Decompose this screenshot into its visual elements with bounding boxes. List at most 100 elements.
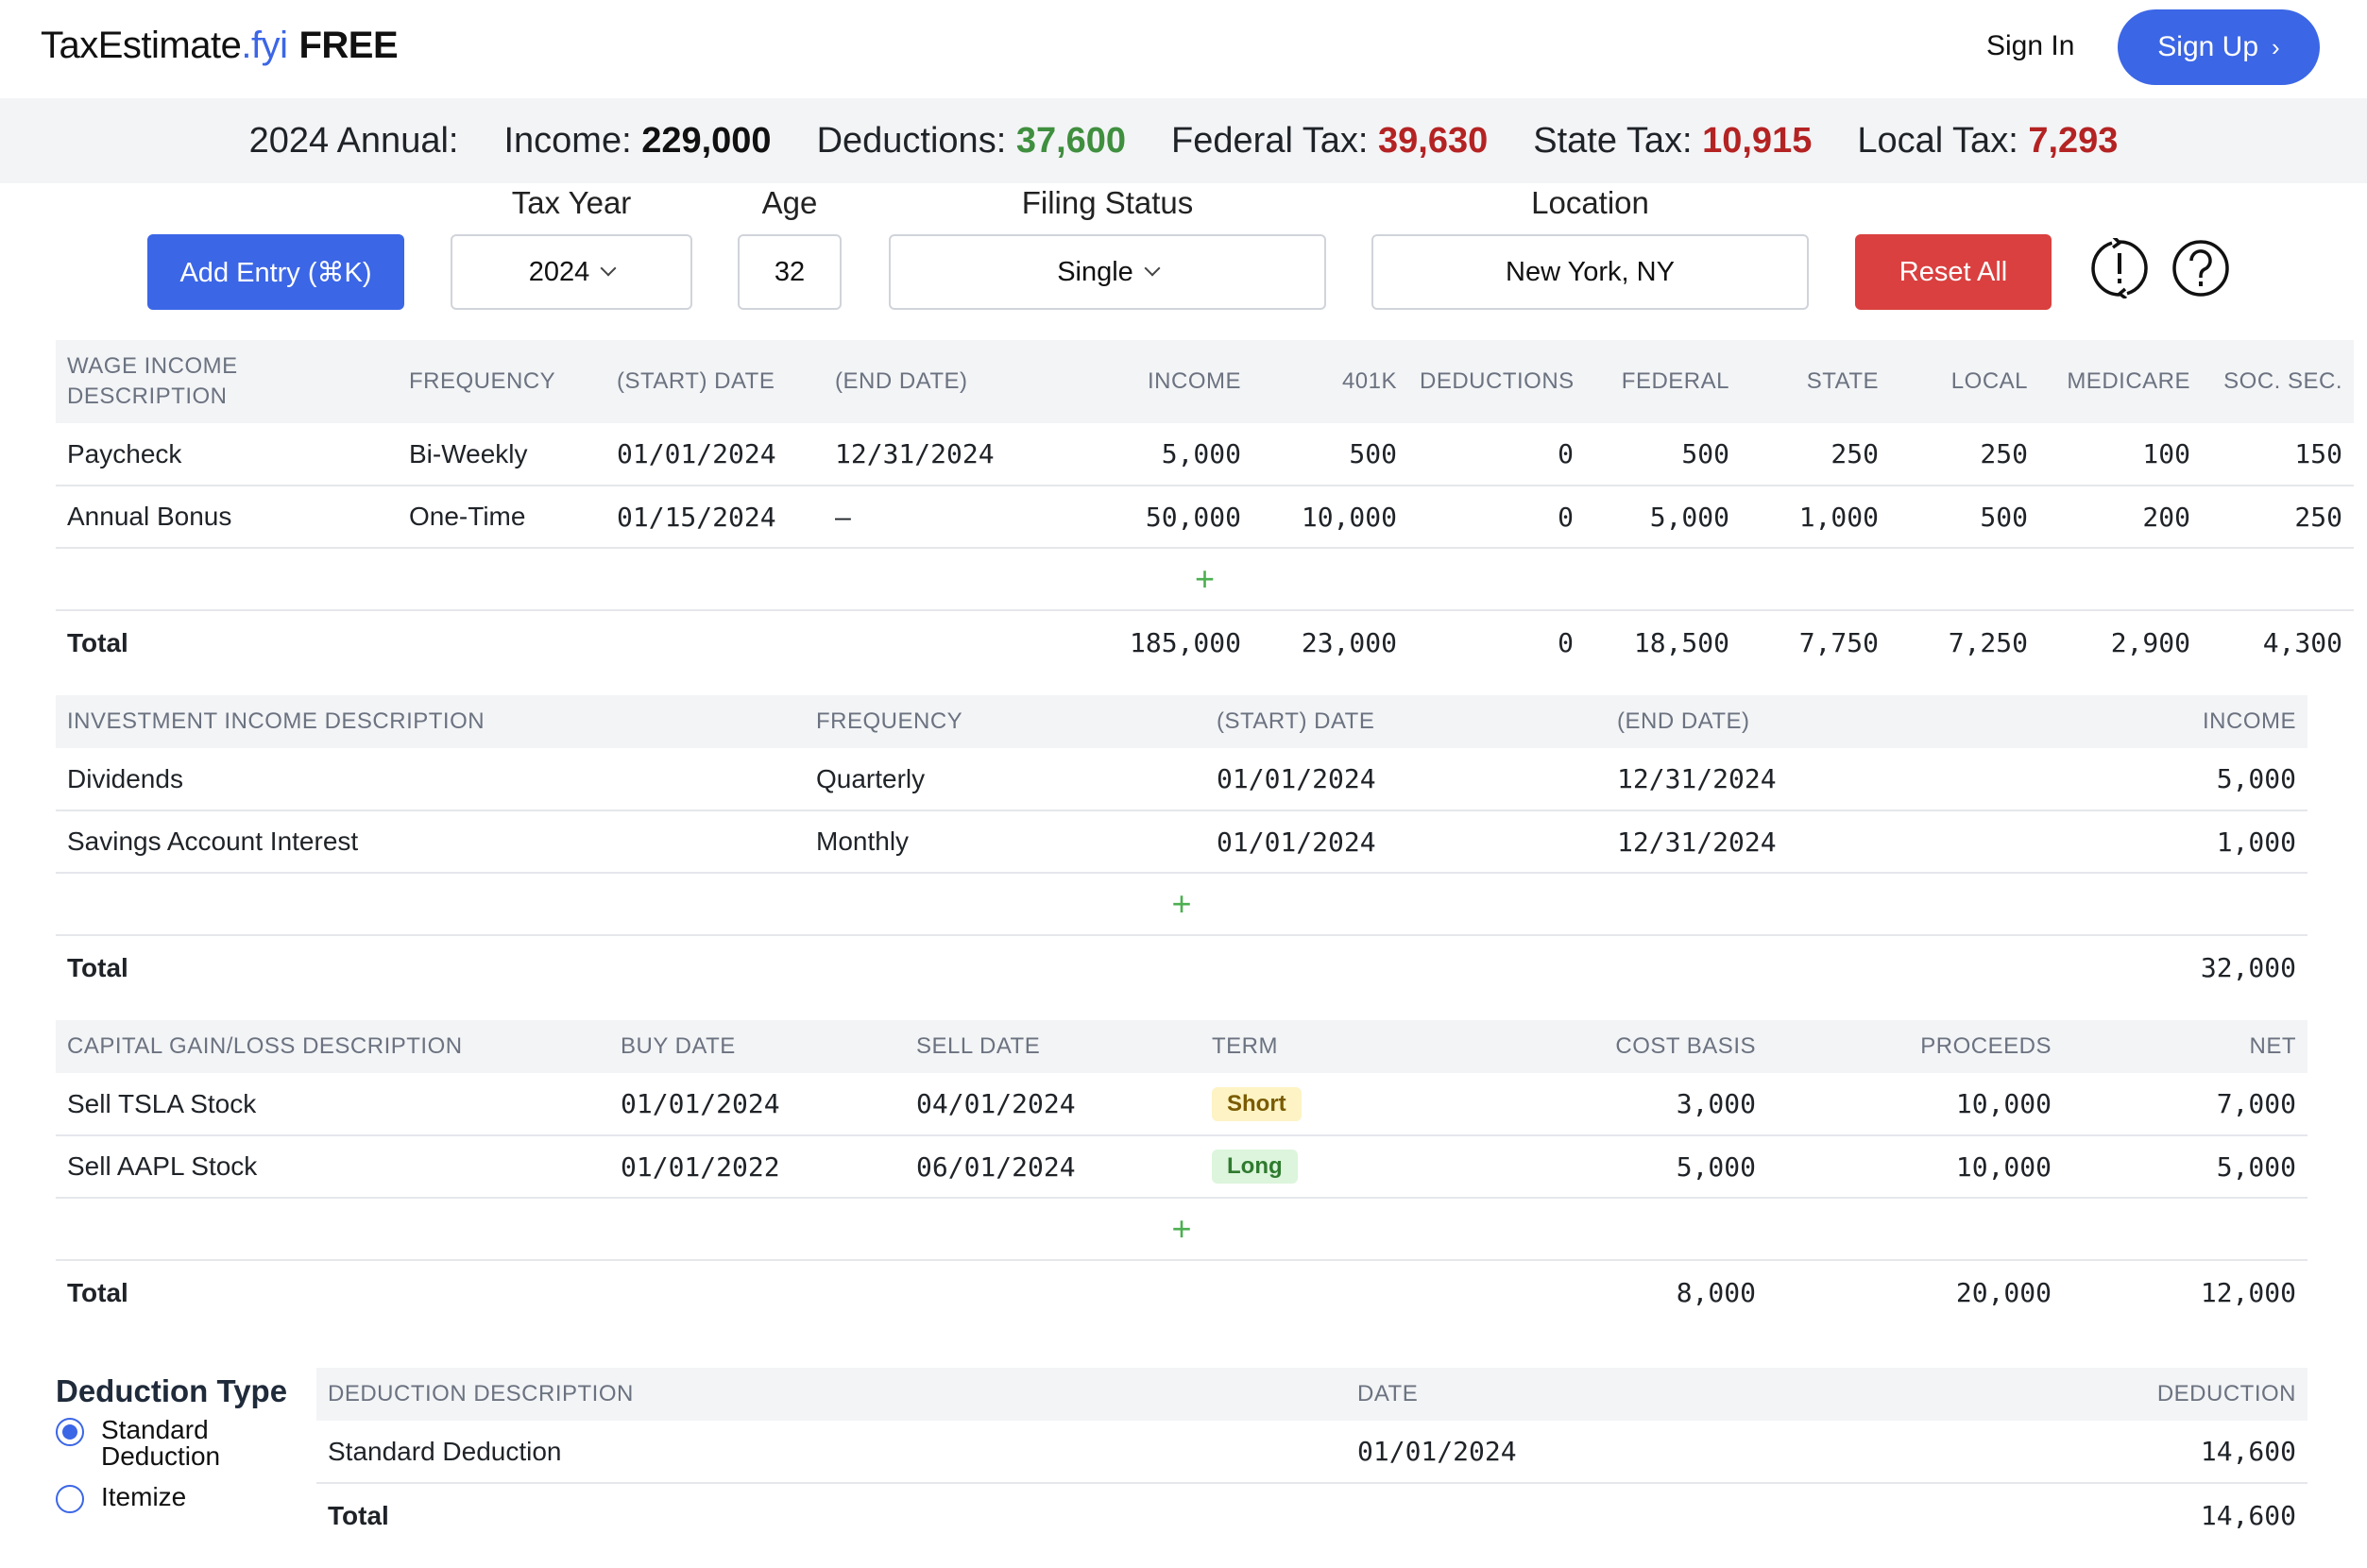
table-row[interactable]: Dividends Quarterly 01/01/2024 12/31/202… [56, 748, 2307, 811]
investment-description: Dividends [56, 748, 805, 811]
deductions-label: Deductions: [816, 120, 1007, 161]
column-header[interactable]: MEDICARE [2039, 340, 2202, 423]
column-header[interactable]: INCOME [1043, 340, 1252, 423]
table-header-row: INVESTMENT INCOME DESCRIPTION FREQUENCY … [56, 695, 2307, 748]
table-header-row: WAGE INCOME DESCRIPTION FREQUENCY (START… [56, 340, 2354, 423]
standard-label-line2: Deduction [101, 1441, 221, 1471]
top-bar: TaxEstimate.fyi FREE Sign In Sign Up › [0, 0, 2367, 98]
radio-icon[interactable] [56, 1485, 84, 1513]
total-state: 7,750 [1798, 627, 1879, 658]
column-header[interactable]: DEDUCTION DESCRIPTION [316, 1368, 1346, 1421]
column-header[interactable]: INCOME [2006, 695, 2307, 748]
location-value: New York, NY [1506, 256, 1675, 287]
tax-year-select[interactable]: 2024 [451, 234, 692, 310]
column-header[interactable]: INVESTMENT INCOME DESCRIPTION [56, 695, 805, 748]
wage-start-date: 01/01/2024 [605, 423, 824, 486]
refresh-alert-icon[interactable] [2089, 235, 2150, 300]
column-header[interactable]: DEDUCTION [1913, 1368, 2307, 1421]
investment-frequency: Monthly [805, 810, 1205, 874]
table-row[interactable]: Sell AAPL Stock 01/01/2022 06/01/2024 Lo… [56, 1135, 2307, 1199]
column-header[interactable]: (START) DATE [605, 340, 824, 423]
column-header[interactable]: DEDUCTIONS [1408, 340, 1585, 423]
total-row: Total 14,600 [316, 1483, 2307, 1547]
wage-local: 250 [1890, 423, 2039, 486]
wage-income-table: WAGE INCOME DESCRIPTION FREQUENCY (START… [56, 340, 2354, 674]
table-row[interactable]: Standard Deduction 01/01/2024 14,600 [316, 1421, 2307, 1484]
table-row[interactable]: Sell TSLA Stock 01/01/2024 04/01/2024 Sh… [56, 1073, 2307, 1136]
standard-deduction-label: Standard Deduction [101, 1417, 220, 1470]
age-value: 32 [774, 256, 806, 287]
wage-local: 500 [1890, 486, 2039, 549]
plus-icon[interactable]: + [56, 548, 2354, 611]
column-header[interactable]: BUY DATE [609, 1020, 905, 1073]
sign-in-link[interactable]: Sign In [1986, 30, 2075, 61]
total-label: Total [67, 627, 128, 657]
column-header[interactable]: PROCEEDS [1767, 1020, 2063, 1073]
investment-start-date: 01/01/2024 [1205, 810, 1606, 874]
column-header[interactable]: FREQUENCY [398, 340, 605, 423]
column-header[interactable]: FREQUENCY [805, 695, 1205, 748]
total-net: 12,000 [2200, 1277, 2296, 1308]
wage-frequency: One-Time [398, 486, 605, 549]
plus-icon[interactable]: + [56, 873, 2307, 936]
wage-description: Annual Bonus [56, 486, 398, 549]
deduction-description: Standard Deduction [316, 1421, 1346, 1484]
help-icon[interactable] [2171, 238, 2231, 298]
annual-summary-bar: 2024 Annual: Income: 229,000 Deductions:… [0, 98, 2367, 183]
reset-all-button[interactable]: Reset All [1855, 234, 2052, 310]
deduction-table: DEDUCTION DESCRIPTION DATE DEDUCTION Sta… [316, 1368, 2307, 1547]
table-header-row: DEDUCTION DESCRIPTION DATE DEDUCTION [316, 1368, 2307, 1421]
wage-income: 5,000 [1043, 423, 1252, 486]
add-investment-row[interactable]: + [56, 873, 2307, 936]
column-header[interactable]: WAGE INCOME DESCRIPTION [56, 340, 398, 423]
add-wage-row[interactable]: + [56, 548, 2354, 611]
column-header[interactable]: (START) DATE [1205, 695, 1606, 748]
location-input[interactable]: New York, NY [1371, 234, 1809, 310]
total-proceeds: 20,000 [1955, 1277, 2052, 1308]
brand-logo[interactable]: TaxEstimate.fyi FREE [41, 25, 399, 67]
itemize-option[interactable]: Itemize [56, 1484, 186, 1513]
filing-status-select[interactable]: Single [889, 234, 1326, 310]
deduction-date: 01/01/2024 [1346, 1421, 1913, 1484]
column-header[interactable]: NET [2063, 1020, 2307, 1073]
summary-local-tax: Local Tax: 7,293 [1857, 121, 2118, 162]
add-entry-button[interactable]: Add Entry (⌘K) [147, 234, 404, 310]
table-row[interactable]: Savings Account Interest Monthly 01/01/2… [56, 810, 2307, 874]
federal-tax-label: Federal Tax: [1171, 120, 1369, 161]
brand-tld: .fyi [241, 25, 288, 66]
column-header[interactable]: 401K [1252, 340, 1408, 423]
total-deduction: 14,600 [2200, 1500, 2296, 1531]
wage-soc-sec: 250 [2202, 486, 2354, 549]
column-header[interactable]: COST BASIS [1496, 1020, 1767, 1073]
table-row[interactable]: Annual Bonus One-Time 01/15/2024 – 50,00… [56, 486, 2354, 549]
table-row[interactable]: Paycheck Bi-Weekly 01/01/2024 12/31/2024… [56, 423, 2354, 486]
column-header[interactable]: STATE [1741, 340, 1890, 423]
column-header[interactable]: DATE [1346, 1368, 1913, 1421]
total-local: 7,250 [1948, 627, 2028, 658]
total-row: Total 32,000 [56, 935, 2307, 999]
column-header[interactable]: CAPITAL GAIN/LOSS DESCRIPTION [56, 1020, 609, 1073]
column-header[interactable]: SELL DATE [905, 1020, 1201, 1073]
column-header[interactable]: TERM [1201, 1020, 1496, 1073]
age-input[interactable]: 32 [738, 234, 842, 310]
column-header[interactable]: (END DATE) [824, 340, 1043, 423]
income-value: 229,000 [641, 120, 772, 161]
column-header[interactable]: LOCAL [1890, 340, 2039, 423]
wage-state: 1,000 [1741, 486, 1890, 549]
sign-up-label: Sign Up [2157, 31, 2259, 62]
state-tax-value: 10,915 [1702, 120, 1813, 161]
column-header[interactable]: (END DATE) [1606, 695, 2006, 748]
column-header[interactable]: SOC. SEC. [2202, 340, 2354, 423]
standard-label-line1: Standard [101, 1415, 209, 1444]
column-header[interactable]: FEDERAL [1585, 340, 1741, 423]
net-gain: 7,000 [2063, 1073, 2307, 1136]
add-capital-row[interactable]: + [56, 1198, 2307, 1261]
sign-up-button[interactable]: Sign Up › [2118, 9, 2320, 85]
total-federal: 18,500 [1633, 627, 1729, 658]
term-cell: Short [1201, 1073, 1496, 1136]
cost-basis: 3,000 [1496, 1073, 1767, 1136]
investment-end-date: 12/31/2024 [1606, 810, 2006, 874]
radio-icon[interactable] [56, 1418, 84, 1446]
standard-deduction-option[interactable]: Standard Deduction [56, 1417, 220, 1470]
plus-icon[interactable]: + [56, 1198, 2307, 1261]
